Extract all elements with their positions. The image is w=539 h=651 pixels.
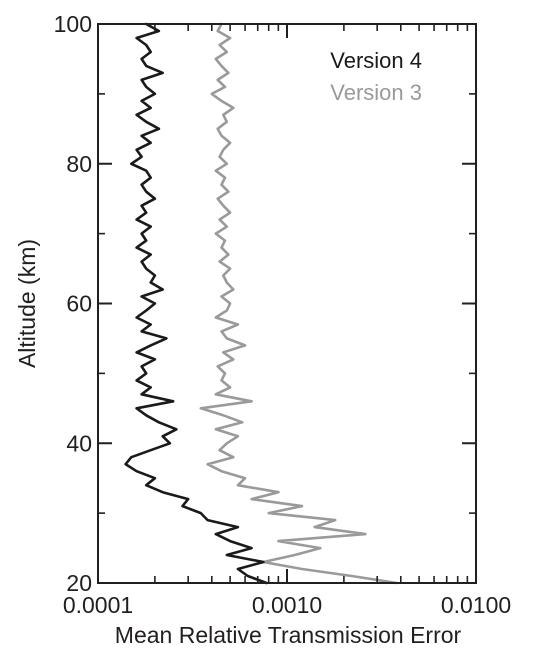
y-tick-label: 20 [66,570,92,596]
legend-entry-1: Version 4 [330,48,422,73]
x-tick-label: 0.0001 [63,592,133,618]
x-tick-label: 0.0010 [252,592,322,618]
series-line-2 [199,22,398,585]
x-axis-title: Mean Relative Transmission Error [115,622,462,648]
legend-entry-2: Version 3 [330,80,422,105]
y-tick-label: 40 [66,430,92,456]
series-line-1 [124,22,268,585]
x-tick-label: 0.0100 [441,592,511,618]
y-tick-label: 60 [66,291,92,317]
legend: Version 4 Version 3 [330,48,422,105]
y-tick-label: 80 [66,151,92,177]
axes-layer: 0.0001 0.0010 0.0100 20 40 60 80 100 Mean Relati… [14,11,511,648]
series-layer [124,22,398,585]
y-tick-label: 100 [54,11,92,37]
y-axis-title: Altitude (km) [14,239,40,368]
